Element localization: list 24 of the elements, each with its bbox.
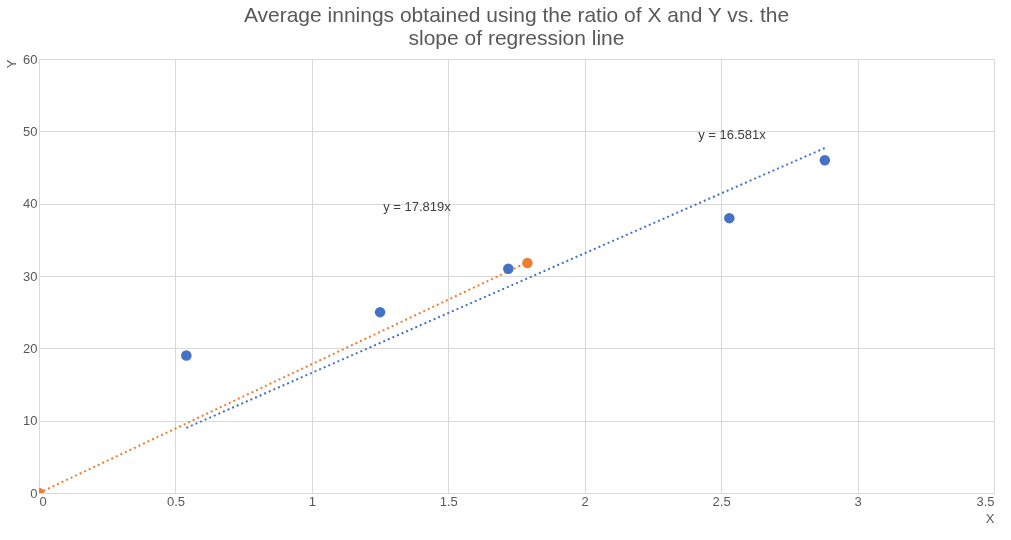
x-tick-label: 1.5 xyxy=(439,493,458,509)
x-tick-label: 2.5 xyxy=(712,493,731,509)
y-tick-label: 40 xyxy=(23,196,38,212)
x-tick-label: 1 xyxy=(308,493,316,509)
point xyxy=(819,155,831,166)
point xyxy=(503,263,514,274)
x-tick-label: 0.5 xyxy=(166,493,185,509)
point xyxy=(724,212,735,224)
y-tick-label: 60 xyxy=(23,51,38,67)
text: Average innings obtained using the ratio of X and Y vs. the xyxy=(243,3,790,26)
y-tick-label: 30 xyxy=(23,268,38,284)
annotation: y = 16.581x xyxy=(698,127,767,142)
x-tick-label: 3.5 xyxy=(976,493,995,509)
y-tick-label: 20 xyxy=(23,340,38,356)
y-axis-title: Y xyxy=(4,59,20,69)
point xyxy=(181,350,192,361)
text: slope of regression line xyxy=(408,26,625,49)
x-tick-label: 2 xyxy=(581,493,589,509)
x-tick-label: 3 xyxy=(854,493,862,509)
y-tick-label: 50 xyxy=(23,123,38,139)
annotation: y = 17.819x xyxy=(383,199,452,214)
x-axis-title: X xyxy=(985,510,995,526)
point xyxy=(374,306,386,318)
y-tick-label: 10 xyxy=(23,413,38,429)
